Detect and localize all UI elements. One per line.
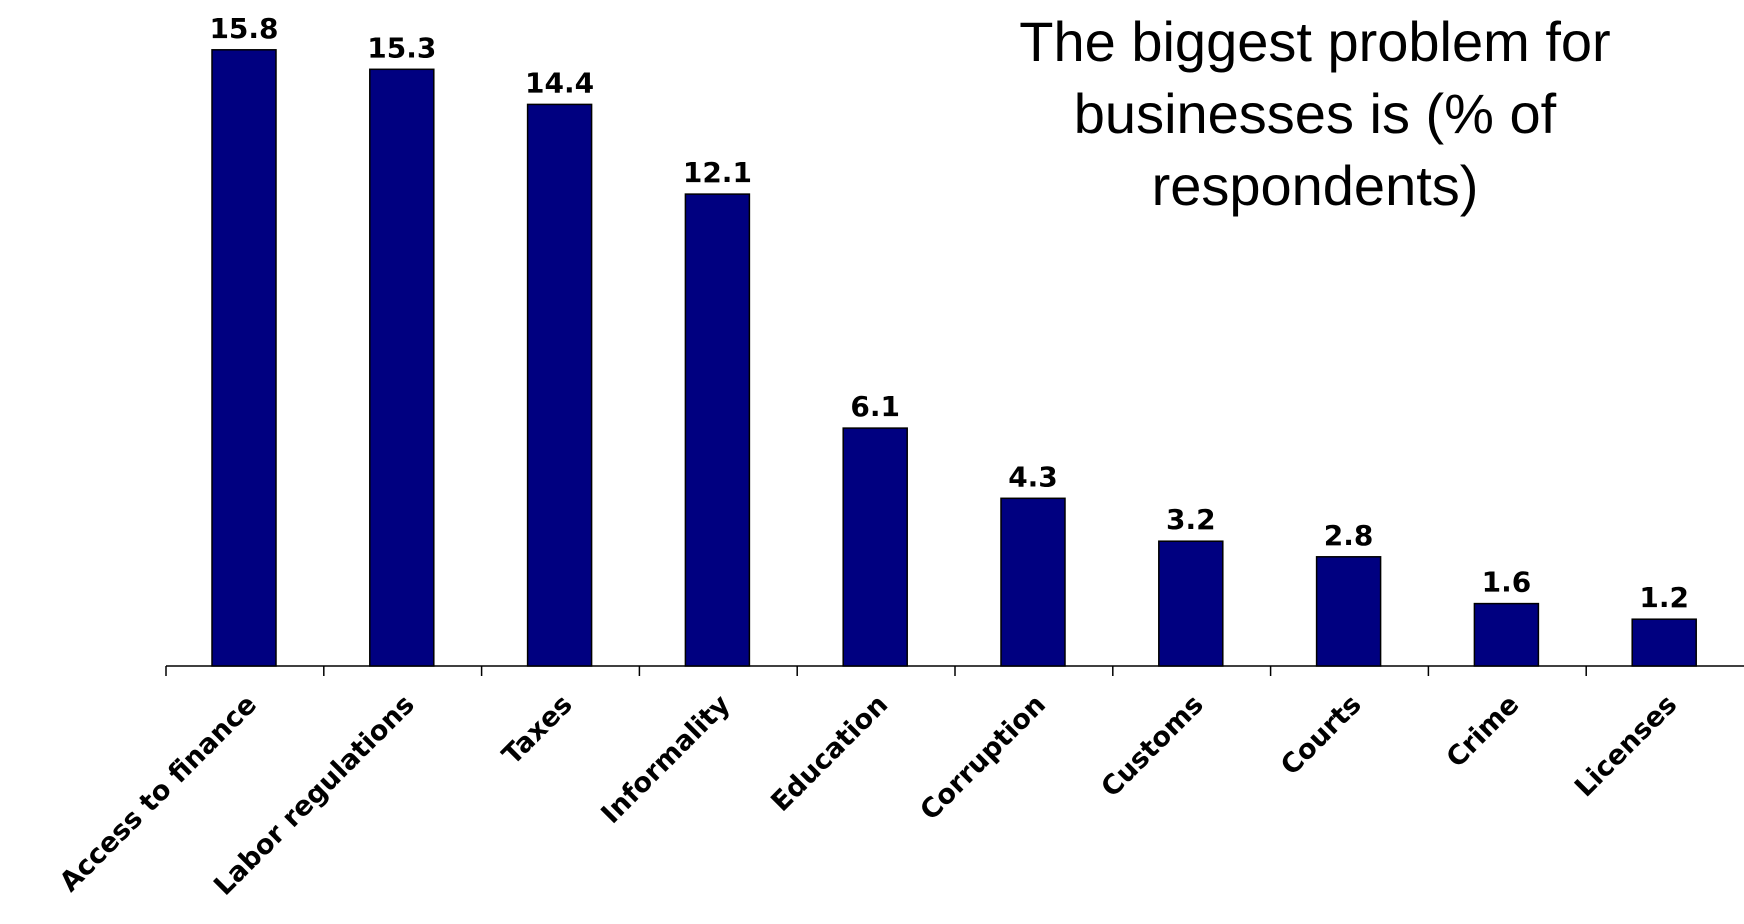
- data-label: 1.6: [1482, 566, 1532, 599]
- category-label: Licenses: [1569, 689, 1683, 803]
- bar: [211, 49, 277, 667]
- data-label: 6.1: [850, 390, 900, 423]
- category-label: Education: [765, 689, 894, 818]
- bar: [369, 68, 435, 667]
- chart-title: The biggest problem for businesses is (%…: [1019, 10, 1611, 217]
- data-label: 15.8: [209, 12, 278, 45]
- data-label: 2.8: [1324, 519, 1374, 552]
- bar: [1631, 618, 1697, 667]
- bar: [526, 103, 593, 667]
- category-label: Corruption: [914, 689, 1052, 827]
- category-label: Taxes: [497, 689, 579, 771]
- bar: [1158, 540, 1224, 667]
- data-label: 15.3: [367, 31, 436, 64]
- data-label: 4.3: [1008, 460, 1058, 493]
- data-label: 14.4: [525, 66, 594, 99]
- bar: [1315, 556, 1382, 667]
- data-label: 12.1: [683, 156, 752, 189]
- bar: [684, 193, 751, 667]
- category-label: Customs: [1095, 689, 1209, 803]
- data-label: 3.2: [1166, 503, 1216, 536]
- bar: [1000, 497, 1066, 667]
- category-label: Informality: [595, 689, 736, 830]
- category-label: Courts: [1275, 689, 1368, 782]
- data-label: 1.2: [1639, 581, 1689, 614]
- category-label: Crime: [1441, 689, 1526, 774]
- bar: [842, 427, 908, 667]
- bar: [1473, 602, 1540, 667]
